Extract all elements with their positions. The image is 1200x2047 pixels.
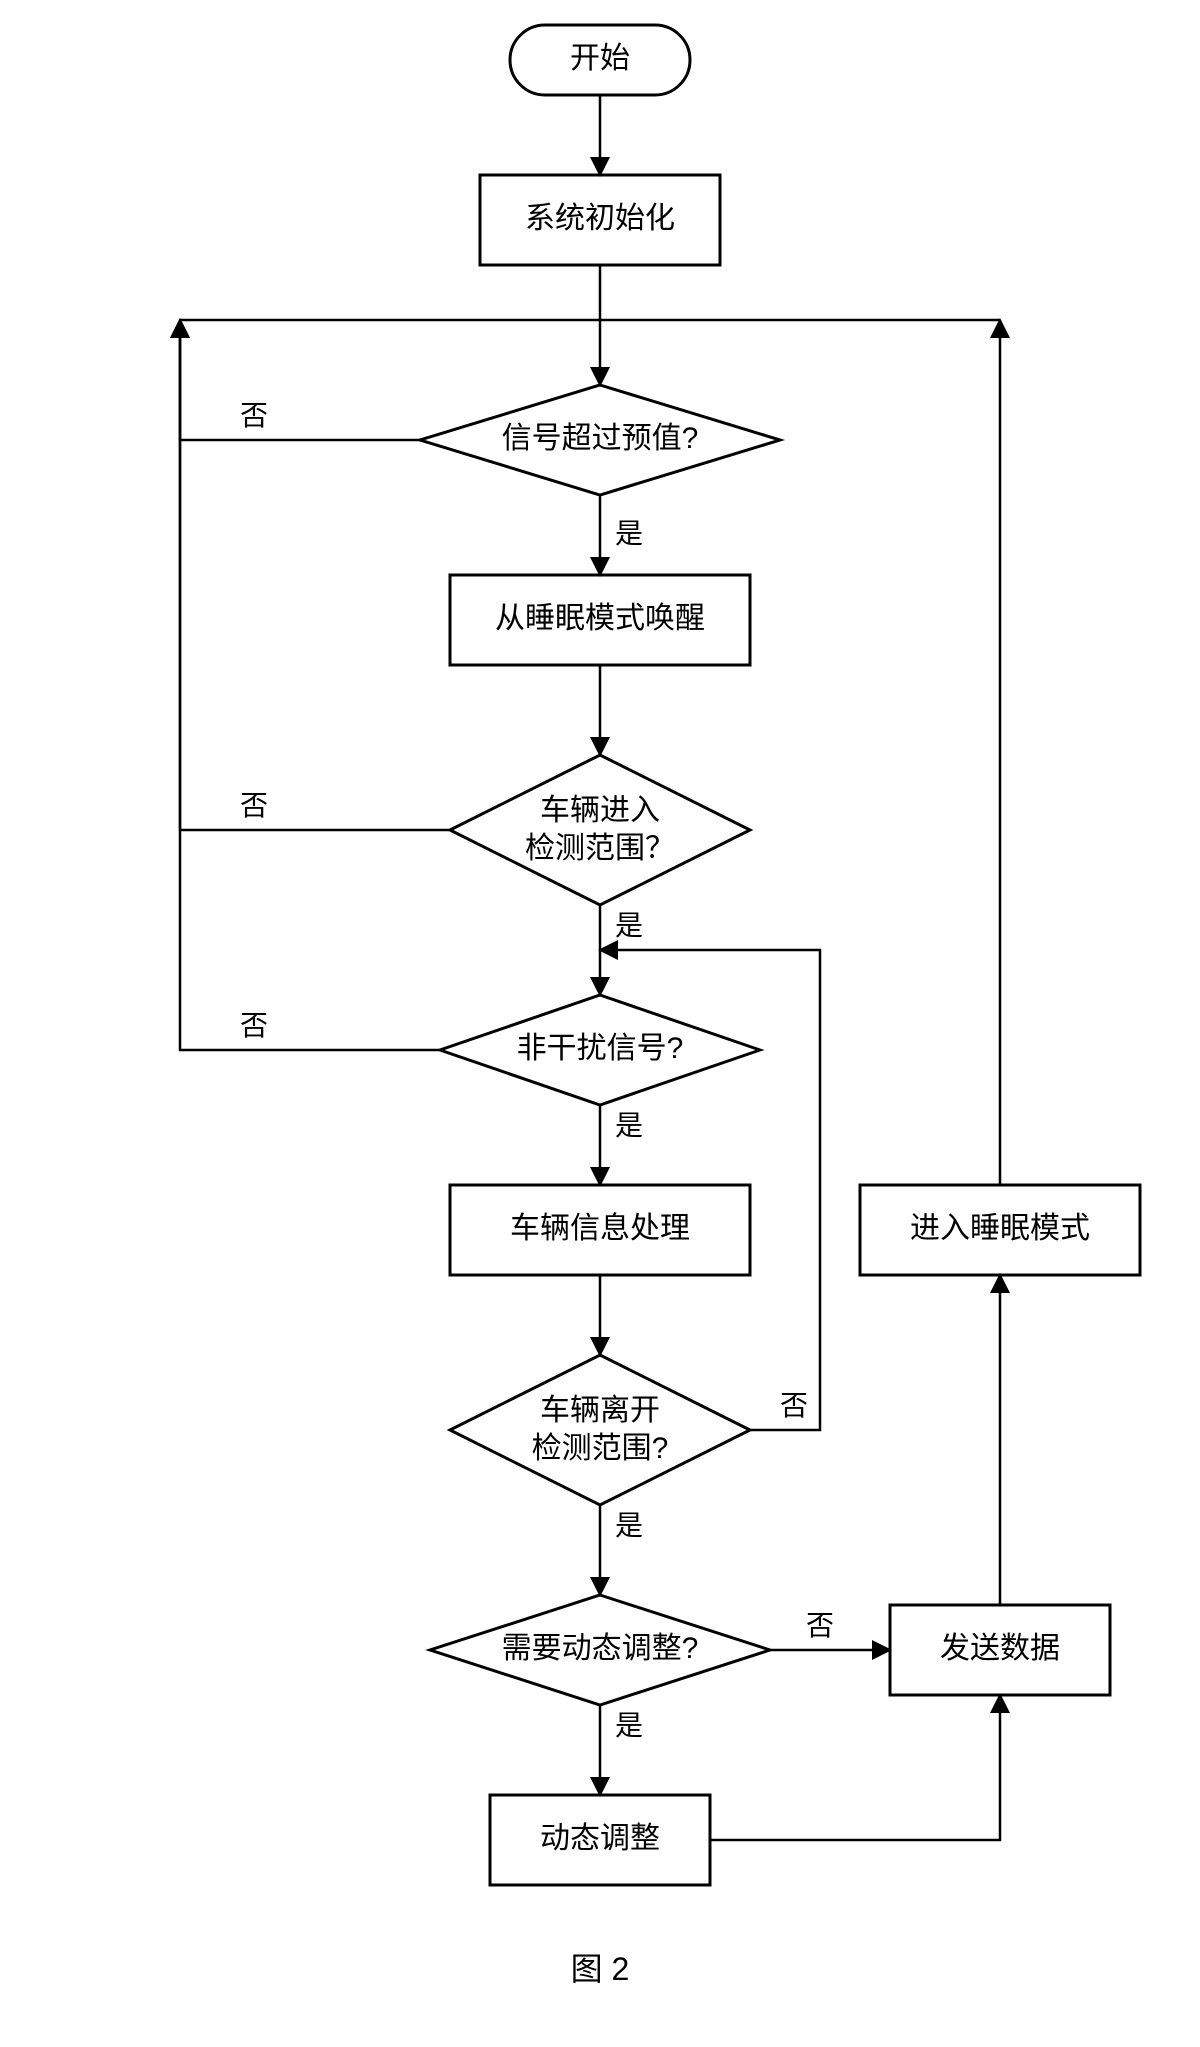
svg-text:车辆进入: 车辆进入 <box>540 794 660 827</box>
node-adjust: 动态调整 <box>490 1795 710 1885</box>
node-init: 系统初始化 <box>480 175 720 265</box>
edge-label: 是 <box>615 1510 643 1541</box>
node-d_enter: 车辆进入检测范围？ <box>450 755 750 905</box>
svg-text:系统初始化: 系统初始化 <box>525 202 675 235</box>
edge-label: 是 <box>615 1710 643 1741</box>
svg-text:开始: 开始 <box>570 42 630 75</box>
node-start: 开始 <box>510 25 690 95</box>
svg-text:发送数据: 发送数据 <box>940 1632 1060 1665</box>
node-d_signal: 信号超过预值? <box>420 385 780 495</box>
edge-label: 否 <box>780 1390 808 1421</box>
svg-text:车辆离开: 车辆离开 <box>540 1394 660 1427</box>
node-vproc: 车辆信息处理 <box>450 1185 750 1275</box>
node-send: 发送数据 <box>890 1605 1110 1695</box>
edge-label: 否 <box>240 790 268 821</box>
svg-text:非干扰信号?: 非干扰信号? <box>517 1032 684 1065</box>
node-sleep: 进入睡眠模式 <box>860 1185 1140 1275</box>
svg-text:需要动态调整?: 需要动态调整? <box>502 1632 699 1665</box>
svg-text:从睡眠模式唤醒: 从睡眠模式唤醒 <box>495 602 705 635</box>
svg-text:信号超过预值?: 信号超过预值? <box>502 422 699 455</box>
node-d_noise: 非干扰信号? <box>440 995 760 1105</box>
edge-label: 否 <box>240 1010 268 1041</box>
flowchart-svg: 开始系统初始化信号超过预值? 从睡眠模式唤醒车辆进入检测范围？ 非干扰信号? 车辆信息… <box>0 0 1200 2047</box>
edge-label: 是 <box>615 910 643 941</box>
node-d_leave: 车辆离开检测范围? <box>450 1355 750 1505</box>
svg-text:检测范围?: 检测范围? <box>532 1432 669 1465</box>
svg-text:动态调整: 动态调整 <box>540 1822 660 1855</box>
edge-label: 是 <box>615 1110 643 1141</box>
figure-caption: 图 2 <box>571 1951 630 1987</box>
edge-label: 否 <box>806 1610 834 1641</box>
svg-text:进入睡眠模式: 进入睡眠模式 <box>910 1212 1090 1245</box>
svg-text:车辆信息处理: 车辆信息处理 <box>510 1212 690 1245</box>
edge-label: 是 <box>615 518 643 549</box>
node-d_adjust: 需要动态调整? <box>430 1595 770 1705</box>
edge-label: 否 <box>240 400 268 431</box>
svg-text:检测范围？: 检测范围？ <box>525 832 675 865</box>
node-wakeup: 从睡眠模式唤醒 <box>450 575 750 665</box>
